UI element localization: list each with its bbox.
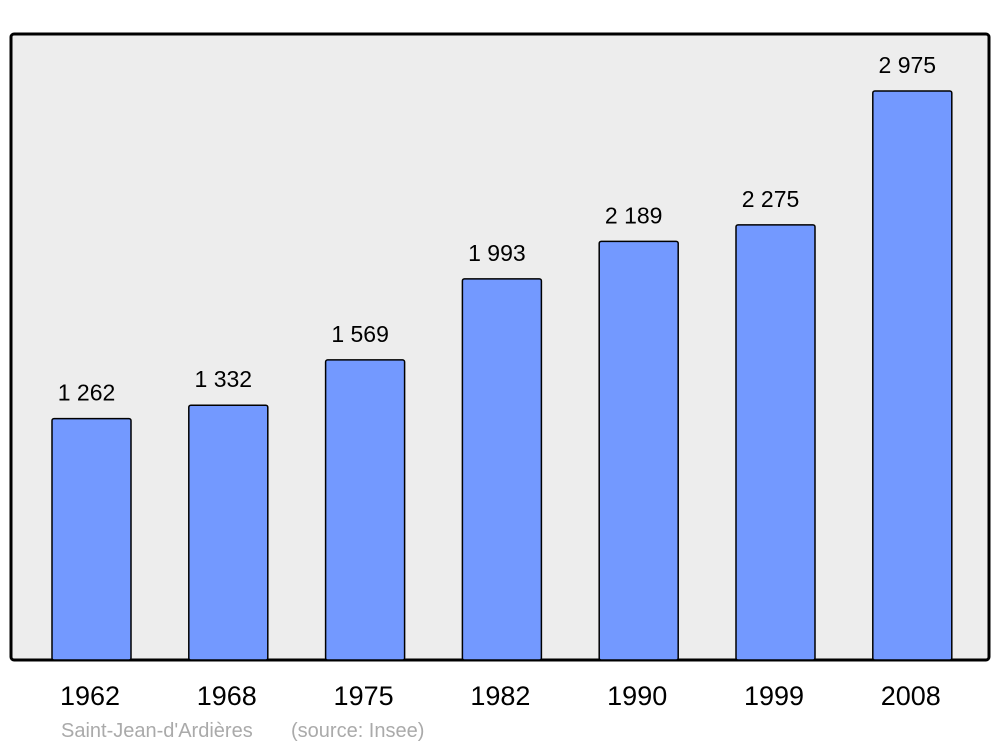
bar-1982 (461, 278, 543, 661)
footer-source: (source: Insee) (291, 720, 424, 742)
x-tick-label: 1962 (60, 681, 120, 711)
bar-1968 (188, 404, 269, 661)
value-label: 1 262 (58, 380, 116, 406)
bar-1999 (735, 224, 816, 661)
x-tick-label: 1999 (744, 681, 804, 711)
value-label: 1 569 (331, 321, 389, 347)
bar-1962 (51, 417, 132, 661)
value-label: 1 993 (468, 240, 526, 266)
bar-2008 (872, 90, 953, 661)
value-label: 2 189 (605, 202, 663, 228)
value-label: 2 275 (742, 186, 800, 212)
value-label: 1 332 (195, 366, 253, 392)
x-tick-label: 1968 (197, 681, 257, 711)
value-label: 2 975 (879, 52, 937, 78)
x-tick-label: 1990 (607, 681, 667, 711)
x-tick-label: 2008 (881, 681, 941, 711)
bar-1990 (598, 240, 679, 661)
x-tick-label: 1975 (334, 681, 394, 711)
bar-1975 (324, 359, 406, 661)
footer-place: Saint-Jean-d'Ardières (61, 720, 253, 742)
x-tick-label: 1982 (470, 681, 530, 711)
